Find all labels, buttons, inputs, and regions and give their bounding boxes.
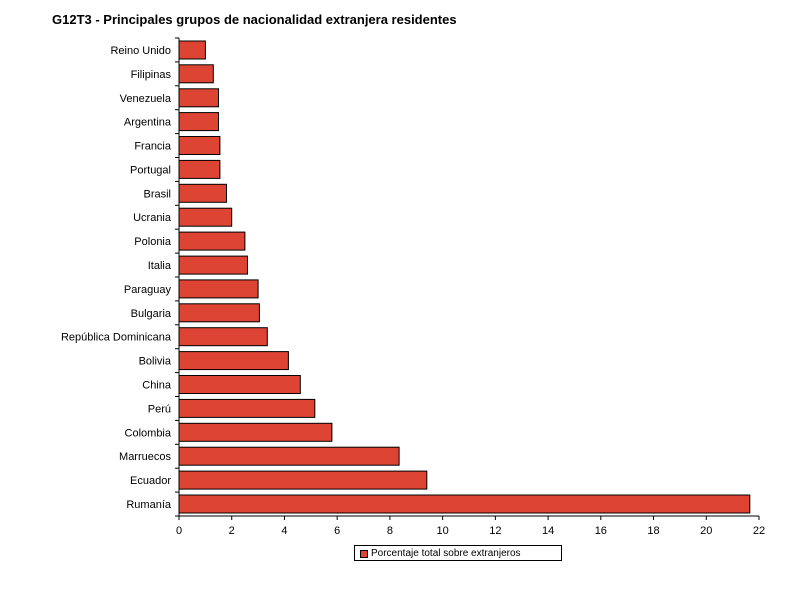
bar-ecuador (178, 470, 428, 490)
y-tick-label: Bulgaria (131, 308, 172, 320)
bars-layer (178, 40, 751, 514)
bar-bulgaria (178, 303, 260, 323)
x-tick-label: 22 (753, 525, 765, 537)
bar-paraguay (178, 279, 259, 299)
bar-italia (178, 255, 248, 275)
bar-bolivia (178, 351, 289, 371)
x-tick-label: 4 (281, 525, 287, 537)
x-tick-label: 20 (700, 525, 712, 537)
x-tick-label: 6 (334, 525, 340, 537)
bar-argentina (178, 112, 219, 132)
bar-reino-unido (178, 40, 206, 60)
bar-filipinas (178, 64, 214, 84)
y-tick-label: Bolivia (139, 356, 172, 368)
y-tick-label: Venezuela (120, 93, 172, 105)
bar-rep-blica-dominicana (178, 327, 268, 347)
bar-francia (178, 136, 221, 155)
x-tick-label: 16 (595, 525, 607, 537)
y-tick-label: Italia (148, 260, 172, 272)
x-tick-label: 8 (387, 525, 393, 537)
x-tick-label: 10 (437, 525, 449, 537)
bar-per- (178, 398, 316, 418)
bar-portugal (178, 159, 221, 179)
y-tick-label: Colombia (125, 427, 172, 439)
x-tick-label: 18 (647, 525, 659, 537)
x-tick-label: 0 (176, 525, 182, 537)
x-tick-label: 12 (489, 525, 501, 537)
x-tick-label: 2 (229, 525, 235, 537)
bar-china (178, 375, 301, 394)
bar-venezuela (178, 88, 219, 108)
y-tick-label: Brasil (143, 188, 171, 200)
y-tick-label: Reino Unido (110, 45, 171, 57)
bar-polonia (178, 231, 246, 251)
y-tick-label: República Dominicana (61, 332, 172, 344)
legend-swatch (360, 550, 368, 558)
y-tick-label: Argentina (124, 117, 172, 129)
bar-ruman-a (178, 494, 751, 514)
y-tick-label: Francia (134, 141, 172, 153)
y-tick-label: Ucrania (133, 212, 172, 224)
bar-colombia (178, 422, 333, 442)
bar-marruecos (178, 446, 400, 466)
y-tick-label: China (142, 380, 172, 392)
y-tick-label: Perú (148, 403, 171, 415)
axis-layer: Reino Unido Filipinas Venezuela Argentina Fr… (61, 37, 765, 537)
x-tick-label: 14 (542, 525, 554, 537)
legend: Porcentaje total sobre extranjeros (354, 545, 562, 561)
y-tick-label: Paraguay (124, 284, 172, 296)
bar-ucrania (178, 207, 233, 227)
legend-label: Porcentaje total sobre extranjeros (371, 547, 521, 559)
y-tick-label: Ecuador (130, 475, 171, 487)
y-tick-label: Polonia (134, 236, 172, 248)
chart-title: G12T3 - Principales grupos de nacionalid… (52, 12, 457, 27)
y-tick-label: Marruecos (119, 451, 171, 463)
bar-brasil (178, 183, 227, 203)
y-tick-label: Rumanía (126, 499, 172, 511)
y-tick-label: Portugal (130, 164, 171, 176)
y-tick-label: Filipinas (131, 69, 172, 81)
